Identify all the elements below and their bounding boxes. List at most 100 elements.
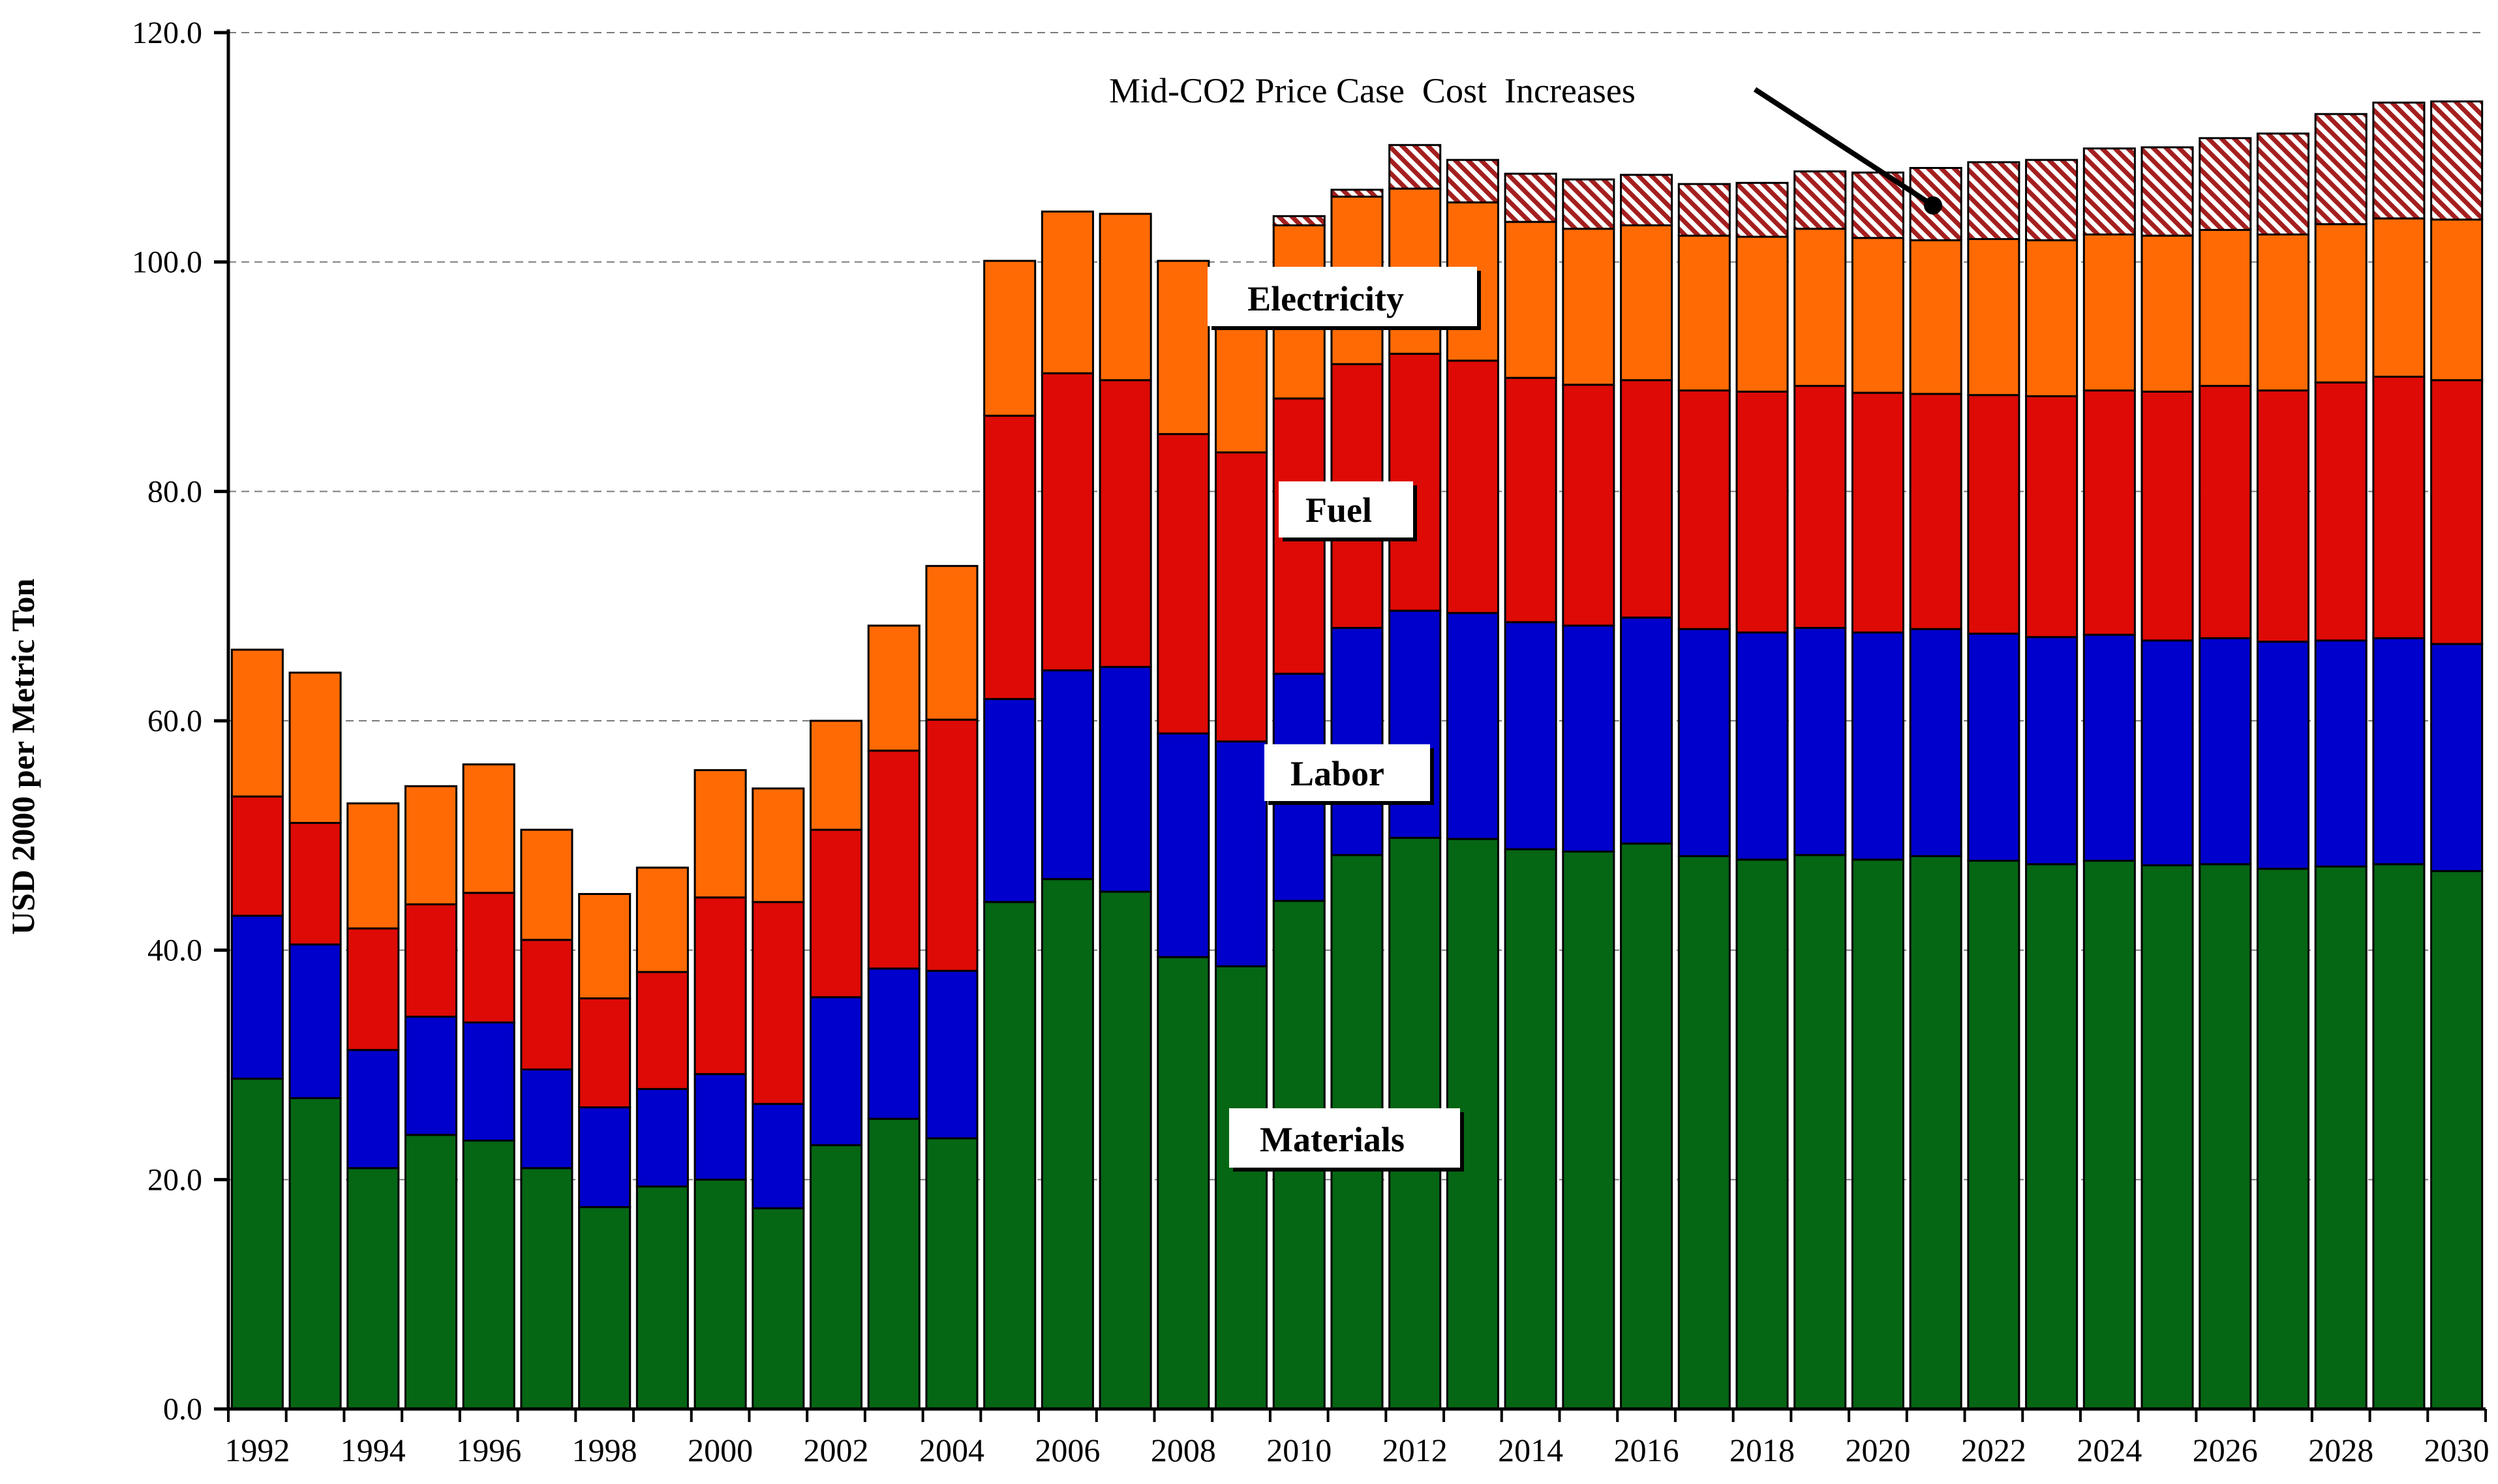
bar-fuel-1994 (346, 927, 400, 1052)
bar-fuel-2021 (1909, 393, 1962, 630)
y-tick-label: 0.0 (163, 1392, 202, 1427)
y-tick-label: 60.0 (147, 704, 202, 738)
bar-labor-1998 (578, 1106, 632, 1209)
bar-co2-2011 (1330, 189, 1384, 198)
bar-materials-2020 (1851, 858, 1904, 1410)
bar-fuel-2009 (1215, 451, 1268, 743)
bar-electricity-2019 (1793, 228, 1847, 387)
bar-materials-1999 (635, 1185, 689, 1410)
bar-electricity-1992 (230, 648, 284, 798)
bar-fuel-2028 (2314, 381, 2368, 642)
x-tick-label: 2030 (2424, 1432, 2490, 1468)
bar-electricity-1998 (578, 893, 632, 1000)
x-tick-label: 2008 (1151, 1432, 1216, 1468)
bar-labor-2027 (2256, 641, 2310, 870)
bar-fuel-1996 (462, 892, 515, 1023)
bar-materials-2016 (1620, 842, 1673, 1410)
bar-fuel-1993 (288, 821, 342, 946)
bar-fuel-2015 (1562, 384, 1615, 627)
bar-materials-2019 (1793, 854, 1847, 1410)
bar-electricity-1996 (462, 763, 515, 894)
label-electricity: Electricity (1208, 267, 1481, 330)
bar-labor-1996 (462, 1021, 515, 1142)
bar-labor-2029 (2372, 637, 2426, 866)
x-tick-label: 2022 (1961, 1432, 2026, 1468)
bar-co2-2023 (2025, 159, 2079, 241)
bar-electricity-2028 (2314, 223, 2368, 384)
bar-co2-2015 (1562, 178, 1615, 230)
bar-electricity-1993 (288, 671, 342, 824)
bar-fuel-2019 (1793, 385, 1847, 629)
bar-labor-2007 (1099, 665, 1152, 893)
x-tick-label: 2004 (919, 1432, 984, 1468)
bar-fuel-2013 (1446, 359, 1499, 614)
x-tick-label: 2016 (1614, 1432, 1679, 1468)
bar-fuel-2001 (752, 901, 805, 1105)
bar-fuel-2007 (1099, 379, 1152, 668)
bar-materials-2028 (2314, 865, 2368, 1410)
bar-fuel-2030 (2430, 379, 2484, 645)
bar-fuel-2018 (1735, 390, 1789, 634)
bar-fuel-2017 (1677, 389, 1731, 630)
bars (230, 100, 2484, 1410)
svg-text:Materials: Materials (1260, 1120, 1405, 1159)
bar-co2-2024 (2082, 147, 2136, 235)
bar-fuel-2025 (2140, 390, 2194, 642)
bar-labor-1993 (288, 943, 342, 1099)
bar-electricity-2015 (1562, 228, 1615, 386)
bar-materials-2002 (810, 1144, 863, 1410)
x-tick-label: 2024 (2077, 1432, 2142, 1468)
bar-labor-1999 (635, 1087, 689, 1188)
x-tick-label: 2002 (804, 1432, 869, 1468)
annotation-arrow (1753, 87, 1942, 215)
bar-materials-2022 (1967, 860, 2020, 1410)
bar-electricity-2030 (2430, 219, 2484, 382)
bar-materials-2005 (983, 901, 1037, 1410)
bar-materials-2030 (2430, 870, 2484, 1410)
bar-electricity-2025 (2140, 234, 2194, 393)
bar-fuel-1998 (578, 997, 632, 1109)
bar-labor-2000 (693, 1073, 747, 1181)
x-tick-label: 2014 (1498, 1432, 1563, 1468)
bar-labor-2011 (1330, 627, 1384, 856)
bar-labor-1994 (346, 1049, 400, 1170)
bar-materials-2008 (1157, 956, 1210, 1410)
bar-electricity-2014 (1504, 220, 1557, 379)
bar-co2-2016 (1620, 174, 1673, 226)
bar-electricity-2007 (1099, 213, 1152, 382)
bar-labor-2005 (983, 698, 1037, 903)
bar-fuel-1997 (520, 939, 573, 1071)
bar-labor-2015 (1562, 624, 1615, 853)
bar-labor-2020 (1851, 631, 1904, 861)
x-tick-label: 1998 (572, 1432, 637, 1468)
bar-fuel-2029 (2372, 376, 2426, 639)
bar-materials-2014 (1504, 848, 1557, 1410)
bar-co2-2021 (1909, 166, 1962, 241)
svg-text:Labor: Labor (1290, 754, 1384, 793)
bar-electricity-2017 (1677, 234, 1731, 392)
bar-labor-2002 (810, 996, 863, 1147)
x-tick-label: 2020 (1845, 1432, 1910, 1468)
bar-materials-1992 (230, 1078, 284, 1410)
bar-fuel-2024 (2082, 389, 2136, 636)
bar-materials-2001 (752, 1207, 805, 1410)
bar-materials-2021 (1909, 855, 1962, 1410)
bar-co2-2018 (1735, 181, 1789, 238)
bar-co2-2012 (1388, 144, 1442, 190)
y-axis-label: USD 2000 per Metric Ton (5, 579, 41, 935)
bar-labor-2008 (1157, 732, 1210, 958)
bar-labor-2026 (2199, 637, 2252, 866)
bar-materials-2006 (1041, 878, 1094, 1410)
bar-co2-2019 (1793, 170, 1847, 230)
bar-fuel-2022 (1967, 394, 2020, 635)
svg-text:Electricity: Electricity (1247, 279, 1404, 318)
bar-electricity-2029 (2372, 217, 2426, 378)
bar-electricity-1999 (635, 866, 689, 973)
bar-labor-1997 (520, 1068, 573, 1170)
bar-labor-2003 (867, 967, 921, 1120)
bar-materials-2004 (925, 1137, 979, 1410)
y-tick-label: 80.0 (147, 474, 202, 509)
bar-fuel-1992 (230, 795, 284, 917)
bar-materials-2018 (1735, 858, 1789, 1410)
x-tick-label: 2000 (688, 1432, 753, 1468)
